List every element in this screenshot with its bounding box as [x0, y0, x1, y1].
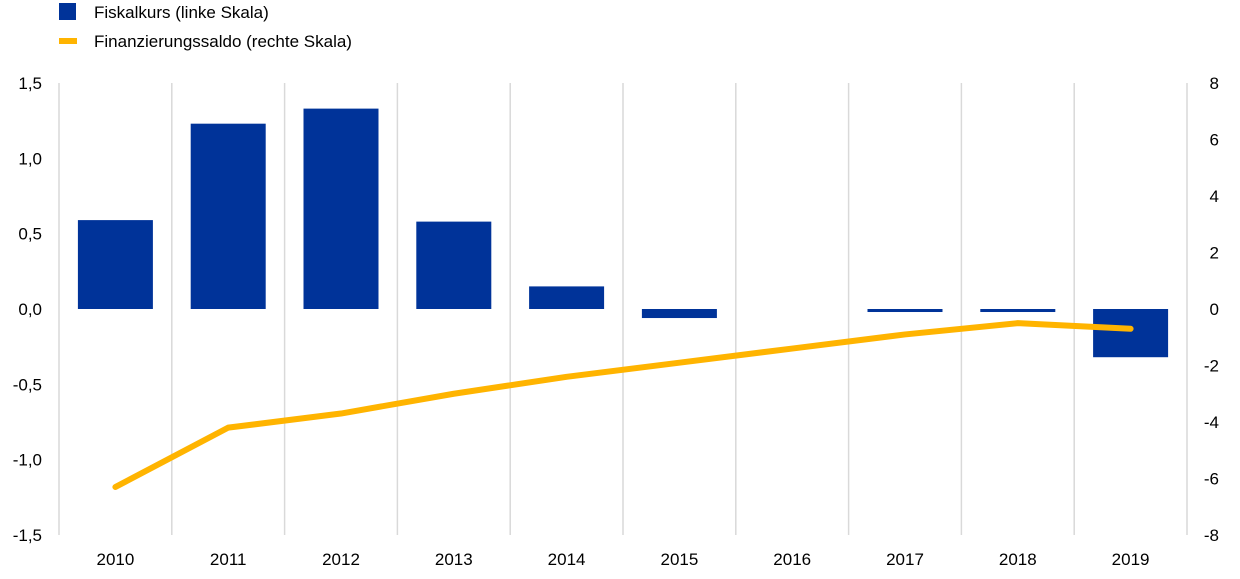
- bar-2019: [1093, 309, 1169, 358]
- left-tick-label: 0,5: [18, 225, 42, 244]
- bar-series: [77, 108, 1169, 358]
- left-tick-label: 1,0: [18, 149, 42, 168]
- x-tick-label-2012: 2012: [322, 550, 360, 569]
- x-tick-label-2016: 2016: [773, 550, 811, 569]
- bar-2012: [303, 108, 379, 309]
- bar-2015: [641, 309, 717, 319]
- legend-swatch-bar: [59, 3, 76, 20]
- x-tick-label-2019: 2019: [1112, 550, 1150, 569]
- bar-2013: [416, 221, 492, 309]
- bar-2018: [980, 309, 1056, 313]
- left-axis-ticks: 1,5 1,0 0,5 0,0 -0,5 -1,0 -1,5: [13, 74, 42, 545]
- right-tick-label: 0: [1210, 300, 1219, 319]
- right-tick-label: 4: [1210, 187, 1219, 206]
- x-tick-label-2015: 2015: [660, 550, 698, 569]
- right-tick-label: -8: [1204, 526, 1219, 545]
- x-tick-label-2010: 2010: [96, 550, 134, 569]
- x-tick-label-2014: 2014: [548, 550, 586, 569]
- x-tick-label-2013: 2013: [435, 550, 473, 569]
- line-finanzierungssaldo: [112, 320, 1134, 490]
- right-tick-label: 8: [1210, 74, 1219, 93]
- bar-2014: [529, 286, 605, 309]
- x-tick-label-2017: 2017: [886, 550, 924, 569]
- left-tick-label: -1,0: [13, 451, 42, 470]
- bar-2010: [77, 220, 153, 309]
- legend-label-line: Finanzierungssaldo (rechte Skala): [94, 32, 352, 51]
- line-series: [112, 320, 1134, 490]
- legend: Fiskalkurs (linke Skala) Finanzierungssal…: [59, 3, 352, 51]
- x-tick-label-2018: 2018: [999, 550, 1037, 569]
- right-tick-label: -2: [1204, 357, 1219, 376]
- right-axis-ticks: 8 6 4 2 0 -2 -4 -6 -8: [1204, 74, 1219, 545]
- left-tick-label: 1,5: [18, 74, 42, 93]
- bar-2011: [190, 123, 266, 310]
- right-tick-label: 6: [1210, 131, 1219, 150]
- left-tick-label: -1,5: [13, 526, 42, 545]
- bar-2017: [867, 309, 943, 313]
- left-tick-label: 0,0: [18, 300, 42, 319]
- left-tick-label: -0,5: [13, 375, 42, 394]
- right-tick-label: 2: [1210, 244, 1219, 263]
- gridlines: [58, 83, 1188, 535]
- x-axis-ticks: 2010 2011 2012 2013 2014 2015 2016 2017 2018 2019: [96, 550, 1149, 569]
- legend-label-bar: Fiskalkurs (linke Skala): [94, 3, 269, 22]
- right-tick-label: -4: [1204, 413, 1219, 432]
- x-tick-label-2011: 2011: [210, 550, 247, 569]
- right-tick-label: -6: [1204, 470, 1219, 489]
